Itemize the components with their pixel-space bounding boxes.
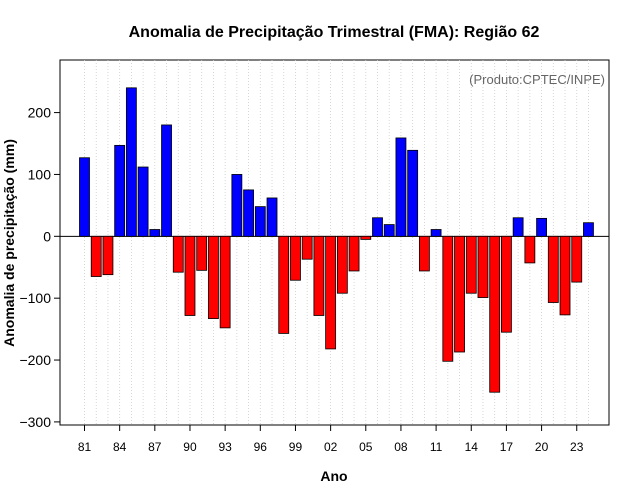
y-tick-label: 100 [28,166,52,182]
bar-2010 [418,235,430,272]
y-tick-label: −200 [19,352,51,368]
bar-1989 [172,235,184,273]
x-tick-label: 84 [113,440,127,454]
bar-2024 [583,222,594,237]
bar-1981 [79,157,90,237]
plot-frame [59,59,610,426]
x-tick-label: 17 [500,440,514,454]
bar-2019 [524,235,536,264]
x-tick-label: 81 [78,440,92,454]
bar-2022 [559,235,571,316]
bar-1988 [161,124,172,237]
x-tick-label: 02 [324,440,338,454]
bar-2023 [571,235,583,283]
bar-1991 [196,235,208,271]
bar-1982 [90,235,102,277]
bar-1984 [114,144,126,237]
bar-2008 [395,137,407,237]
bar-1999 [290,235,301,281]
x-tick-label: 05 [359,440,373,454]
x-tick-label: 20 [535,440,549,454]
bar-2000 [301,235,313,260]
y-tick-label: 200 [28,105,52,121]
x-axis-label: Ano [320,468,347,484]
bar-1994 [231,174,243,237]
bar-2004 [348,235,360,272]
y-tick-label: −300 [19,414,51,430]
bar-2011 [430,229,442,237]
x-tick-label: 87 [148,440,162,454]
bar-2013 [454,235,465,353]
bar-2017 [501,235,512,333]
bar-1993 [219,235,231,329]
x-tick-label: 08 [394,440,408,454]
bar-2020 [536,217,547,237]
x-tick-label: 11 [430,440,443,454]
bar-1996 [254,206,266,237]
x-tick-label: 14 [465,440,479,454]
bar-2016 [489,235,501,393]
bar-2006 [372,217,383,237]
bar-1983 [102,235,114,276]
bar-2021 [547,235,559,303]
x-tick-label: 90 [183,440,197,454]
bar-2007 [383,224,395,237]
x-tick-label: 99 [289,440,303,454]
bars-group [79,87,594,393]
bar-2018 [512,217,524,237]
subtitle-source: (Produto:CPTEC/INPE) [469,72,605,87]
bar-2014 [465,235,477,294]
bar-1997 [266,197,278,237]
bar-2002 [325,235,337,350]
y-tick-label: 0 [43,228,51,244]
bar-1985 [125,87,137,237]
bar-1992 [208,235,219,319]
bar-1987 [149,229,161,237]
bar-2015 [477,235,489,298]
x-axis: 81 84 87 90 93 96 99 02 05 08 11 14 17 20 23 [78,425,584,454]
bar-1990 [184,235,196,316]
bar-1986 [137,166,149,237]
chart-title: Anomalia de Precipitação Trimestral (FMA… [129,24,540,41]
y-axis-label: Anomalia de precipitação (mm) [1,139,17,347]
bar-1998 [278,235,290,334]
bar-2009 [407,149,419,237]
grid-lines [84,60,589,425]
x-tick-label: 93 [218,440,232,454]
bar-2001 [313,235,325,316]
x-tick-label: 96 [254,440,268,454]
bar-2012 [442,235,454,362]
bar-1995 [243,189,254,237]
bar-2005 [360,235,372,240]
x-tick-label: 23 [570,440,584,454]
y-tick-label: −100 [19,290,51,306]
y-axis: −300 −200 −100 0 100 200 [19,105,60,430]
bar-2003 [336,235,348,294]
